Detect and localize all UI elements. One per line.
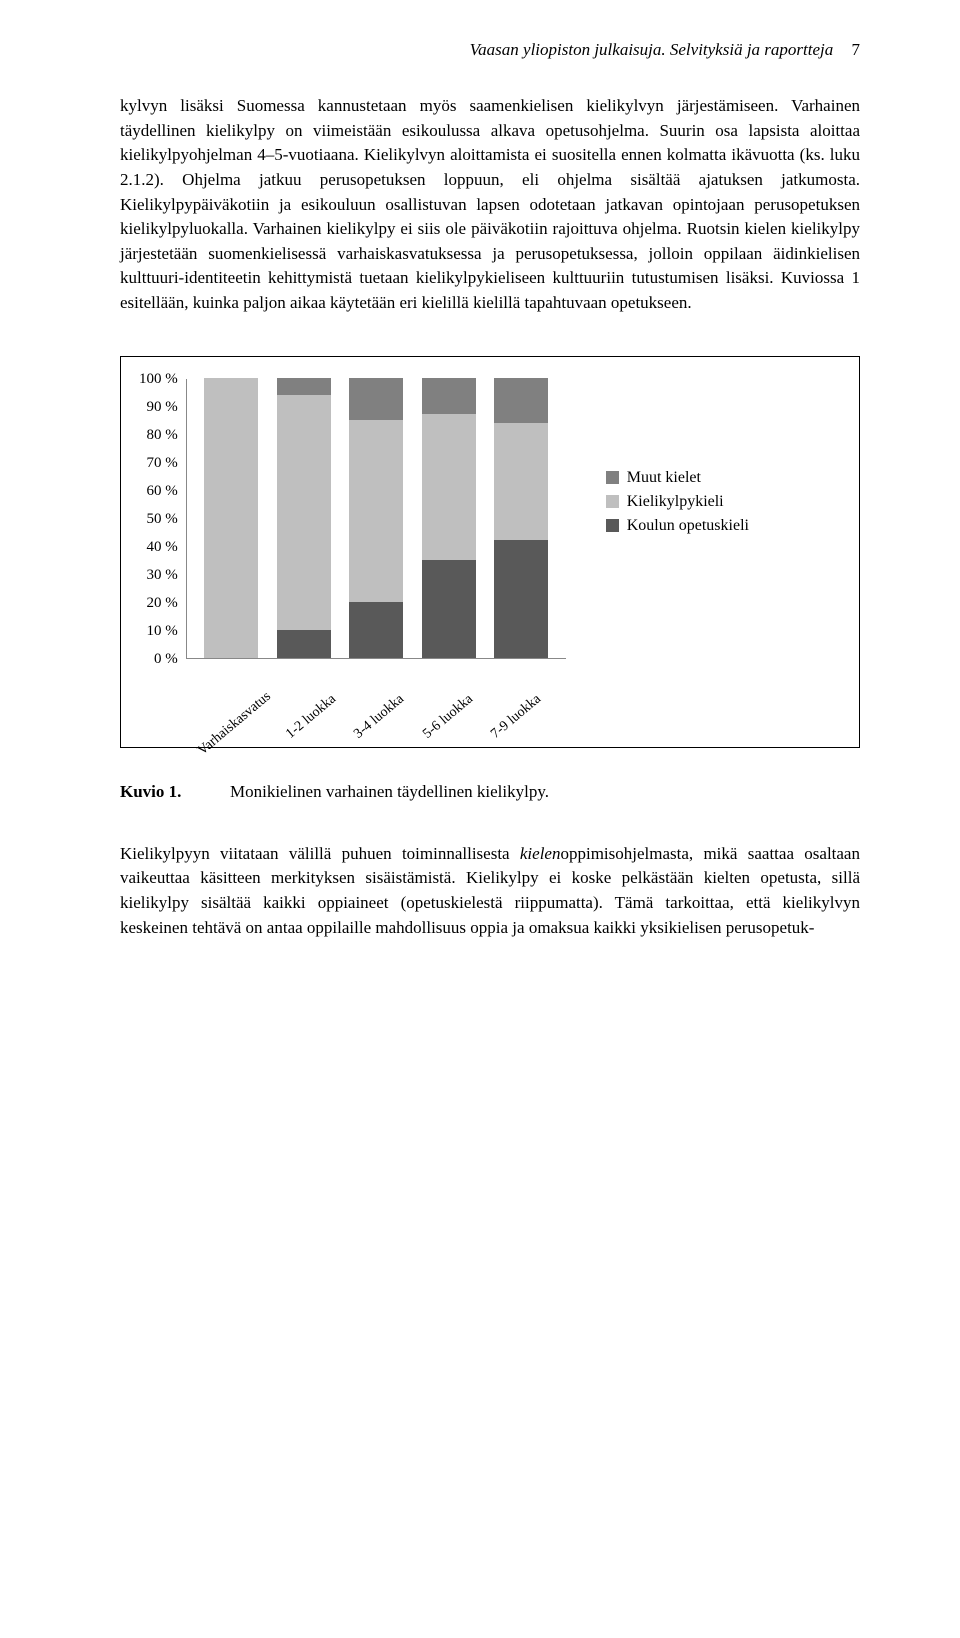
stacked-bar bbox=[422, 378, 476, 658]
bar-segment bbox=[277, 378, 331, 395]
page-number: 7 bbox=[852, 40, 861, 59]
y-axis: 100 %90 %80 %70 %60 %50 %40 %30 %20 %10 … bbox=[139, 379, 178, 659]
bar-segment bbox=[422, 560, 476, 658]
chart-plot: 100 %90 %80 %70 %60 %50 %40 %30 %20 %10 … bbox=[139, 379, 566, 735]
chart-legend: Muut kielet Kielikylpykieli Koulun opetusk… bbox=[606, 469, 749, 541]
bar-segment bbox=[349, 420, 403, 602]
bar-segment bbox=[494, 423, 548, 541]
bar-segment bbox=[277, 630, 331, 658]
bar-segment bbox=[277, 395, 331, 630]
footer-text-italic: kielen bbox=[520, 844, 561, 863]
legend-label: Kielikylpykieli bbox=[627, 493, 724, 511]
bar-segment bbox=[422, 414, 476, 560]
bar-slot bbox=[413, 379, 486, 658]
chart-area: 100 %90 %80 %70 %60 %50 %40 %30 %20 %10 … bbox=[139, 379, 841, 735]
stacked-bar bbox=[204, 378, 258, 658]
body-paragraph: kylvyn lisäksi Suomessa kannustetaan myö… bbox=[120, 94, 860, 316]
legend-item: Kielikylpykieli bbox=[606, 493, 749, 511]
legend-item: Muut kielet bbox=[606, 469, 749, 487]
legend-label: Koulun opetuskieli bbox=[627, 517, 749, 535]
caption-text: Monikielinen varhainen täydellinen kieli… bbox=[230, 782, 549, 802]
legend-swatch-icon bbox=[606, 519, 619, 532]
bars-region: Varhaiskasvatus1-2 luokka3-4 luokka5-6 l… bbox=[186, 379, 566, 735]
stacked-bar bbox=[494, 378, 548, 658]
stacked-bar bbox=[277, 378, 331, 658]
x-tick-label: 7-9 luokka bbox=[485, 689, 582, 787]
stacked-bar bbox=[349, 378, 403, 658]
bar-segment bbox=[422, 378, 476, 414]
legend-item: Koulun opetuskieli bbox=[606, 517, 749, 535]
bar-slot bbox=[340, 379, 413, 658]
bar-segment bbox=[204, 378, 258, 658]
footer-paragraph: Kielikylpyyn viitataan välillä puhuen to… bbox=[120, 842, 860, 941]
bar-segment bbox=[349, 378, 403, 420]
bar-slot bbox=[267, 379, 340, 658]
running-header: Vaasan yliopiston julkaisuja. Selvityksi… bbox=[120, 40, 860, 60]
legend-label: Muut kielet bbox=[627, 469, 701, 487]
legend-swatch-icon bbox=[606, 495, 619, 508]
series-title: Vaasan yliopiston julkaisuja. Selvityksi… bbox=[470, 40, 834, 59]
bars bbox=[186, 379, 566, 659]
caption-label: Kuvio 1. bbox=[120, 782, 230, 802]
bar-slot bbox=[195, 379, 268, 658]
bar-slot bbox=[485, 379, 558, 658]
x-axis-labels: Varhaiskasvatus1-2 luokka3-4 luokka5-6 l… bbox=[186, 659, 566, 735]
footer-text-before: Kielikylpyyn viitataan välillä puhuen to… bbox=[120, 844, 520, 863]
chart-container: 100 %90 %80 %70 %60 %50 %40 %30 %20 %10 … bbox=[120, 356, 860, 748]
bar-segment bbox=[349, 602, 403, 658]
bar-segment bbox=[494, 378, 548, 423]
legend-swatch-icon bbox=[606, 471, 619, 484]
bar-segment bbox=[494, 540, 548, 658]
